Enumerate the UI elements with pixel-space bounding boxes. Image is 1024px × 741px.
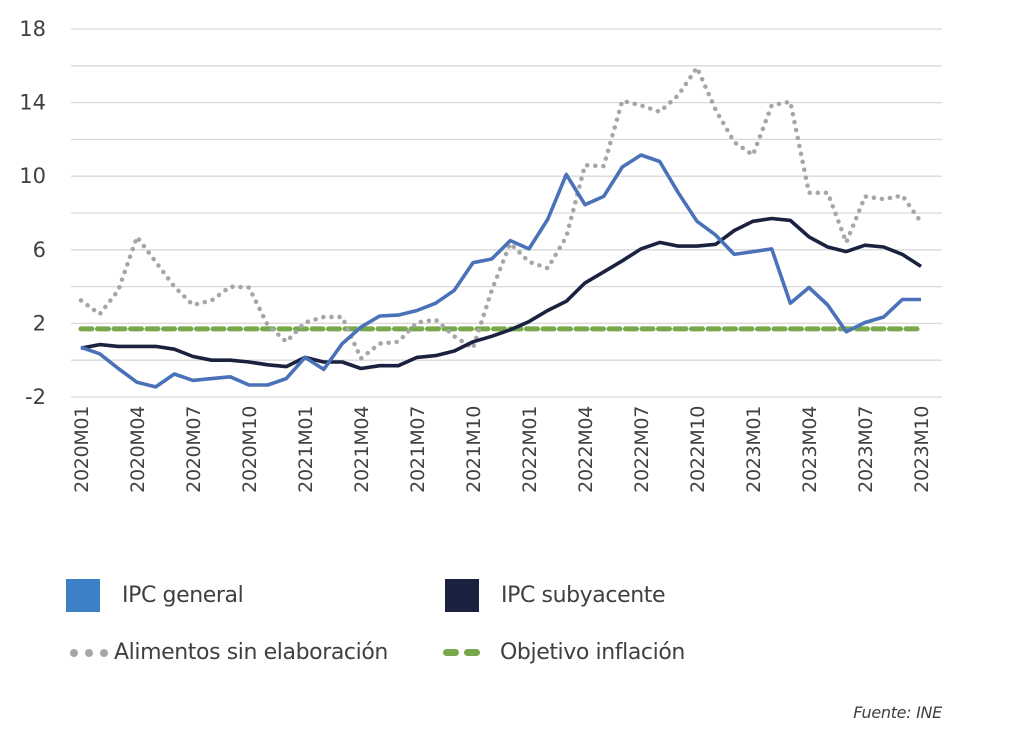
x-axis-ticks: 2020M01 2020M04 2020M07 2020M10 2021M01 2021M… — [71, 406, 933, 493]
source-note: Fuente: INE — [853, 703, 942, 722]
x-tick-label: 2021M04 — [351, 406, 373, 493]
legend-item-alimentos: Alimentos sin elaboración — [64, 640, 388, 665]
legend-item-ipc-subyacente: IPC subyacente — [445, 579, 666, 612]
x-tick-label: 2022M10 — [687, 406, 709, 493]
legend-item-objetivo-inflacion: Objetivo inflación — [437, 640, 685, 665]
y-tick-label: 14 — [19, 91, 46, 115]
y-tick-label: 2 — [33, 311, 46, 335]
legend-label-objetivo-inflacion: Objetivo inflación — [500, 640, 685, 665]
legend-item-ipc-general: IPC general — [66, 579, 244, 612]
legend-label-alimentos: Alimentos sin elaboración — [114, 640, 388, 665]
y-tick-label: 6 — [33, 238, 46, 262]
x-tick-label: 2021M07 — [407, 406, 429, 493]
y-tick-label: 10 — [19, 164, 46, 188]
x-tick-label: 2023M04 — [799, 406, 821, 493]
x-tick-label: 2020M10 — [239, 406, 261, 493]
legend-dotted-marker — [70, 648, 108, 657]
series-line-ipc-subyacente — [80, 216, 922, 371]
x-tick-label: 2020M01 — [71, 406, 93, 493]
x-tick-label: 2020M04 — [127, 406, 149, 493]
legend-label-ipc-subyacente: IPC subyacente — [501, 583, 666, 608]
x-tick-label: 2023M10 — [911, 406, 933, 493]
x-tick-label: 2023M01 — [743, 406, 765, 493]
x-tick-label: 2020M07 — [183, 406, 205, 493]
y-axis-ticks: 18 14 10 6 2 -2 — [19, 17, 46, 409]
x-tick-label: 2022M04 — [575, 406, 597, 493]
y-tick-label: 18 — [19, 17, 46, 41]
legend-label-ipc-general: IPC general — [122, 583, 244, 608]
gridlines — [71, 28, 942, 398]
series-lines — [78, 65, 924, 389]
y-tick-label: -2 — [25, 385, 46, 409]
x-tick-label: 2022M01 — [519, 406, 541, 493]
x-tick-label: 2022M07 — [631, 406, 653, 493]
series-line-ipc-general — [80, 153, 921, 389]
legend-swatch-ipc-subyacente — [445, 579, 479, 612]
x-tick-label: 2021M01 — [295, 406, 317, 493]
series-line-alimentos-sin-elaboracion — [78, 65, 924, 361]
legend-dashed-marker — [443, 649, 480, 656]
x-tick-label: 2021M10 — [463, 406, 485, 493]
legend-swatch-ipc-general — [66, 579, 100, 612]
x-tick-label: 2023M07 — [855, 406, 877, 493]
